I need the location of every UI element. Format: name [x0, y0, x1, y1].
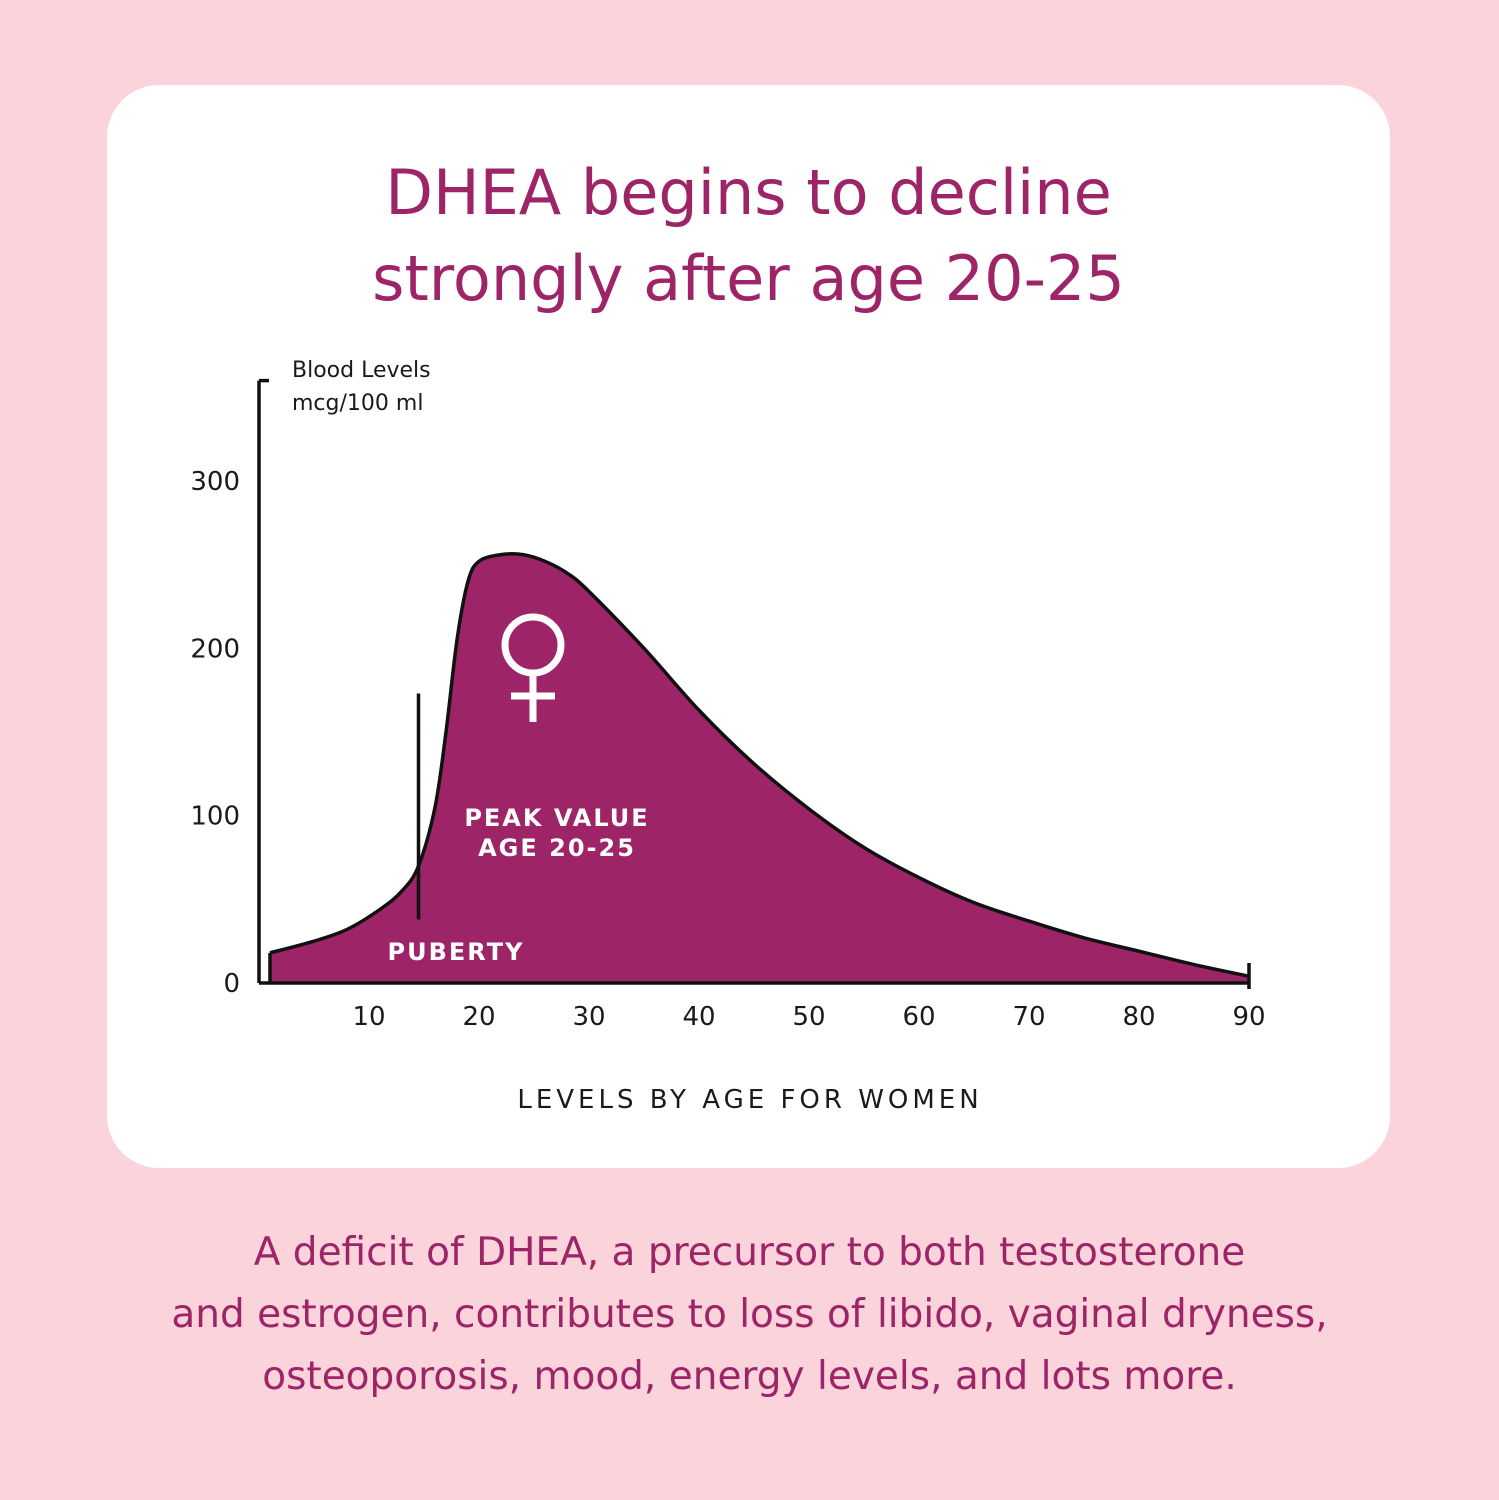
- peak-value-label-line-1: PEAK VALUE: [464, 804, 649, 832]
- y-tick-label: 300: [190, 467, 240, 497]
- dhea-area: [270, 553, 1249, 983]
- headline: DHEA begins to decline strongly after ag…: [107, 150, 1390, 322]
- puberty-label: PUBERTY: [388, 938, 525, 966]
- y-tick-label: 0: [223, 969, 240, 999]
- x-tick-label: 70: [1012, 1002, 1045, 1032]
- x-tick-label: 60: [902, 1002, 935, 1032]
- footer-line-3: osteoporosis, mood, energy levels, and l…: [262, 1354, 1237, 1399]
- female-symbol-icon: [501, 613, 565, 722]
- footer-text: A deficit of DHEA, a precursor to both t…: [40, 1222, 1459, 1408]
- dhea-curve-line: [269, 552, 1250, 979]
- chart-card: [107, 85, 1390, 1168]
- y-axis-label-line-2: mcg/100 ml: [292, 391, 423, 416]
- x-axis-label: LEVELS BY AGE FOR WOMEN: [517, 1085, 982, 1115]
- headline-line-2: strongly after age 20-25: [372, 242, 1125, 315]
- y-tick-label: 100: [190, 802, 240, 832]
- x-tick-label: 20: [462, 1002, 495, 1032]
- footer-line-2: and estrogen, contributes to loss of lib…: [171, 1292, 1328, 1337]
- x-tick-label: 50: [792, 1002, 825, 1032]
- footer-line-1: A deficit of DHEA, a precursor to both t…: [253, 1230, 1246, 1275]
- peak-value-label-line-2: AGE 20-25: [478, 834, 636, 862]
- x-tick-label: 40: [682, 1002, 715, 1032]
- headline-line-1: DHEA begins to decline: [385, 156, 1112, 229]
- x-tick-label: 80: [1122, 1002, 1155, 1032]
- x-tick-label: 90: [1232, 1002, 1265, 1032]
- y-tick-label: 200: [190, 634, 240, 664]
- x-tick-label: 10: [352, 1002, 385, 1032]
- x-tick-label: 30: [572, 1002, 605, 1032]
- y-axis-label-line-1: Blood Levels: [292, 358, 431, 383]
